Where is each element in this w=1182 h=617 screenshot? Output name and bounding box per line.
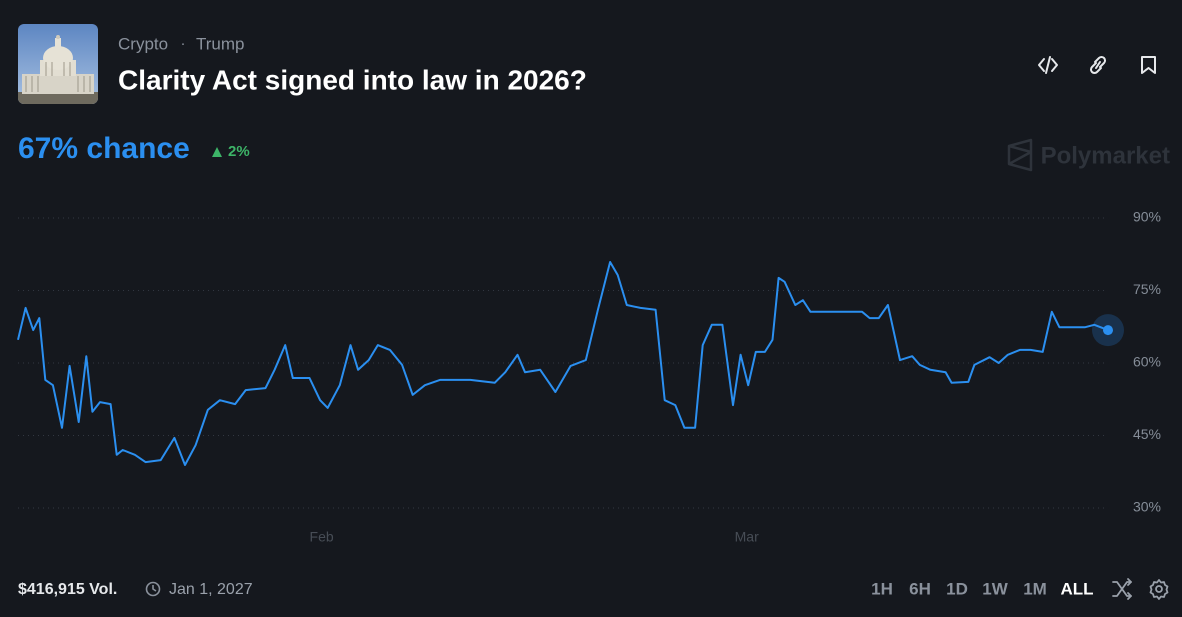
y-tick-label: 60% — [1133, 354, 1161, 370]
copy-link-button[interactable] — [1089, 55, 1107, 75]
y-tick-label: 90% — [1133, 209, 1161, 225]
change: 2% — [228, 143, 250, 160]
change-arrow — [212, 147, 222, 157]
brand-logo: Polymarket — [1007, 138, 1170, 172]
y-tick-label: 45% — [1133, 426, 1161, 442]
settings-button[interactable] — [1149, 579, 1169, 600]
chance: 67% chance — [18, 132, 190, 165]
embed-button[interactable] — [1038, 56, 1058, 74]
range-selector: 1H 6H 1D 1W 1M ALL — [871, 579, 1093, 598]
range-button[interactable]: ALL — [1060, 579, 1093, 598]
chart: 30% 45% 60% 75% 90% Feb Mar — [17, 209, 1161, 545]
x-tick-label: Feb — [310, 529, 334, 545]
y-tick-label: 75% — [1133, 281, 1161, 297]
tag-separator: · — [181, 35, 186, 52]
tag[interactable]: Trump — [196, 34, 245, 53]
bookmark-button[interactable] — [1141, 56, 1156, 74]
clock-icon — [145, 581, 161, 597]
price-line — [17, 261, 1109, 466]
y-tick-label: 30% — [1133, 499, 1161, 515]
range-button[interactable]: 6H — [909, 579, 931, 598]
market-title: Clarity Act signed into law in 2026? — [118, 64, 587, 95]
end-date: Jan 1, 2027 — [169, 581, 253, 598]
range-button[interactable]: 1M — [1023, 579, 1047, 598]
range-button[interactable]: 1D — [946, 579, 968, 598]
shuffle-button[interactable] — [1112, 578, 1132, 600]
brand: Polymarket — [1041, 142, 1170, 169]
tag[interactable]: Crypto — [118, 34, 168, 53]
market-image — [18, 24, 98, 104]
range-button[interactable]: 1W — [982, 579, 1008, 598]
x-tick-label: Mar — [735, 529, 759, 545]
current-point — [1103, 325, 1113, 336]
range-button[interactable]: 1H — [871, 579, 893, 598]
volume: $416,915 Vol. — [18, 581, 117, 598]
